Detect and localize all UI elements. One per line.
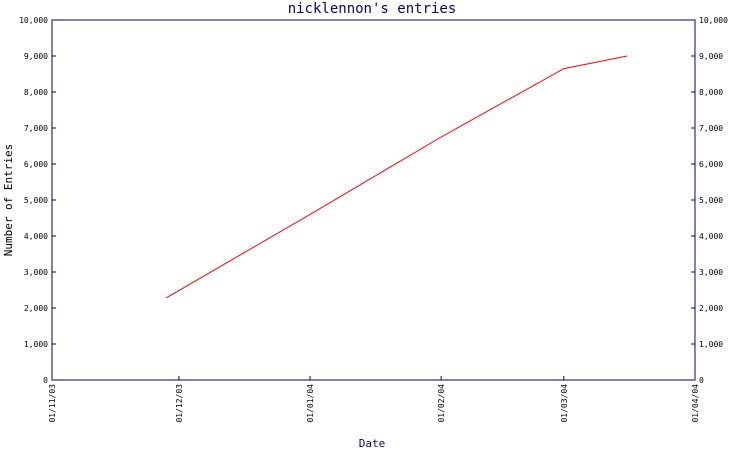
y-tick-label-right: 9,000: [699, 52, 723, 61]
y-tick-label-left: 0: [43, 376, 48, 385]
x-tick-label: 01/02/04: [437, 384, 446, 423]
y-tick-label-right: 4,000: [699, 232, 723, 241]
y-tick-label-left: 2,000: [24, 304, 48, 313]
y-tick-label-left: 7,000: [24, 124, 48, 133]
axis-ticks: 0 0 1,000 1,000 2,000 2,000 3,000 3,000 4,000 4,0…: [19, 16, 728, 423]
y-tick-label-right: 7,000: [699, 124, 723, 133]
plot-area-frame: [51, 19, 696, 381]
series-line: [165, 55, 628, 299]
x-tick-label: 01/01/04: [306, 384, 315, 423]
y-tick-label-right: 5,000: [699, 196, 723, 205]
y-tick-label-right: 1,000: [699, 340, 723, 349]
y-tick-label-left: 9,000: [24, 52, 48, 61]
y-axis-label: Number of Entries: [2, 144, 15, 257]
y-tick-label-left: 3,000: [24, 268, 48, 277]
y-tick-label-left: 1,000: [24, 340, 48, 349]
y-tick-label-left: 6,000: [24, 160, 48, 169]
y-tick-label-left: 5,000: [24, 196, 48, 205]
y-tick-label-right: 0: [699, 376, 704, 385]
y-tick-label-right: 10,000: [699, 16, 728, 25]
x-tick-label: 01/04/04: [691, 384, 700, 423]
y-tick-label-left: 10,000: [19, 16, 48, 25]
x-tick-label: 01/12/03: [175, 384, 184, 423]
chart-title: nicklennon's entries: [288, 1, 457, 17]
y-tick-label-right: 6,000: [699, 160, 723, 169]
y-tick-label-left: 4,000: [24, 232, 48, 241]
y-tick-label-right: 3,000: [699, 268, 723, 277]
y-tick-label-right: 8,000: [699, 88, 723, 97]
x-axis-label: Date: [359, 437, 386, 450]
series-layer: [165, 55, 628, 299]
y-tick-label-left: 8,000: [24, 88, 48, 97]
x-tick-label: 01/03/04: [560, 384, 569, 423]
x-tick-label: 01/11/03: [48, 384, 57, 423]
y-tick-label-right: 2,000: [699, 304, 723, 313]
